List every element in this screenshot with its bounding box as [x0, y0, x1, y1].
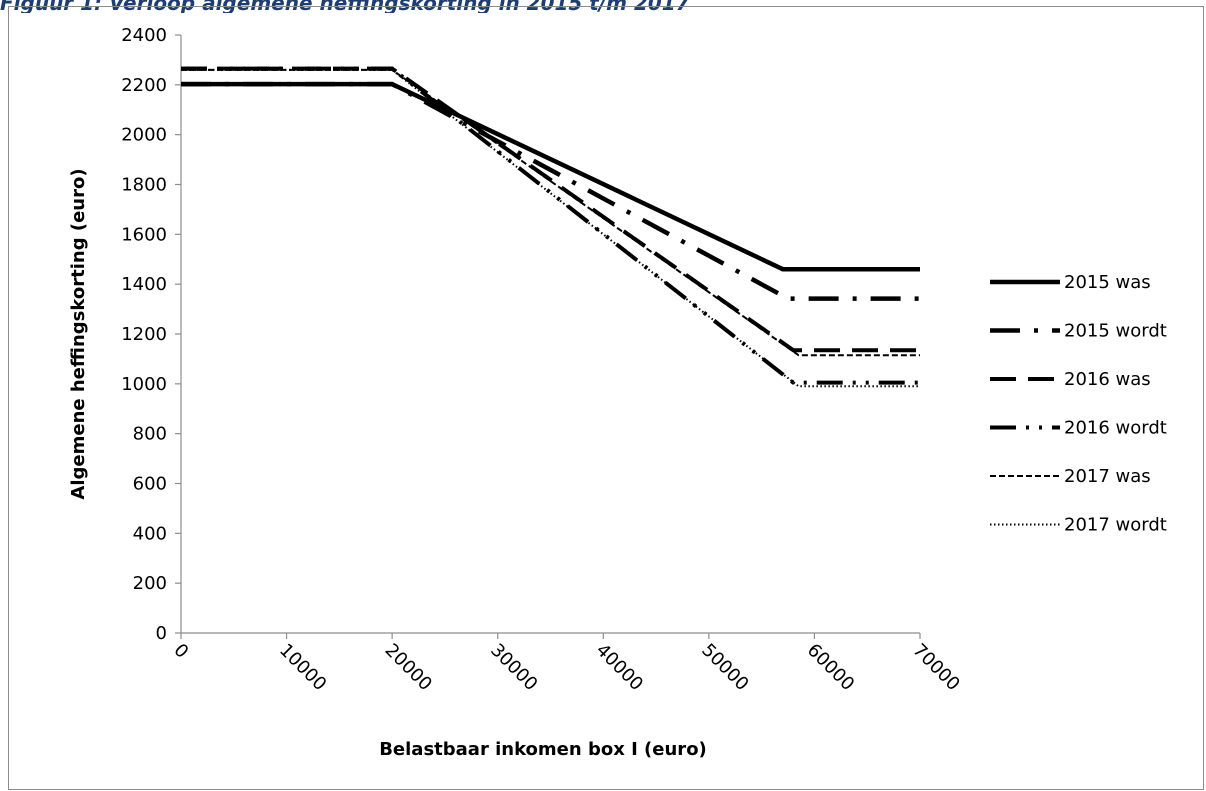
y-tick-label: 2400: [121, 25, 167, 46]
series-line-1: [181, 81, 920, 272]
y-tick-label: 0: [156, 623, 167, 644]
legend-label-6: 2017 wordt: [1064, 515, 1167, 536]
x-axis-title: Belastbaar inkomen box I (euro): [379, 739, 707, 760]
series-line-5: [181, 68, 920, 357]
legend-label-1: 2015 was: [1064, 272, 1151, 293]
y-tick-label: 2000: [121, 125, 167, 146]
legend-label-5: 2017 was: [1064, 466, 1151, 487]
x-tick-label: 70000: [908, 640, 963, 695]
x-tick-label: 20000: [381, 640, 436, 695]
series-layer: [181, 66, 920, 388]
series-line-4: [181, 66, 920, 385]
x-tick-label: 40000: [592, 640, 647, 695]
x-tick-label: 10000: [275, 640, 330, 695]
x-tick-label: 30000: [486, 640, 541, 695]
y-tick-label: 200: [133, 573, 167, 594]
x-tick-label: 60000: [803, 640, 858, 695]
y-axis-title: Algemene heffingskorting (euro): [68, 168, 89, 499]
x-tick-label: 0: [169, 640, 192, 663]
y-tick-label: 400: [133, 523, 167, 544]
y-tick-label: 1200: [121, 324, 167, 345]
series-line-6: [181, 68, 920, 388]
x-tick-label: 50000: [697, 640, 752, 695]
y-tick-label: 2200: [121, 75, 167, 96]
legend-label-4: 2016 wordt: [1064, 418, 1167, 439]
y-axis: 0 200 400 600 800 1000 1200 1400 1600 1800 2000 220…: [121, 25, 182, 644]
y-tick-label: 600: [133, 474, 167, 495]
legend-label-3: 2016 was: [1064, 369, 1151, 390]
chart-frame: [8, 6, 1204, 790]
series-line-2: [181, 81, 920, 301]
legend: 2015 was 2015 wordt 2016 was 2016 wordt 2017…: [990, 272, 1167, 536]
y-tick-label: 1000: [121, 374, 167, 395]
y-tick-label: 1600: [121, 224, 167, 245]
y-tick-label: 1400: [121, 274, 167, 295]
series-line-3: [181, 66, 920, 353]
y-tick-label: 1800: [121, 175, 167, 196]
y-tick-label: 800: [133, 424, 167, 445]
x-axis: 0 10000 20000 30000 40000 50000 60000 70000: [169, 632, 964, 695]
legend-label-2: 2015 wordt: [1064, 321, 1167, 342]
